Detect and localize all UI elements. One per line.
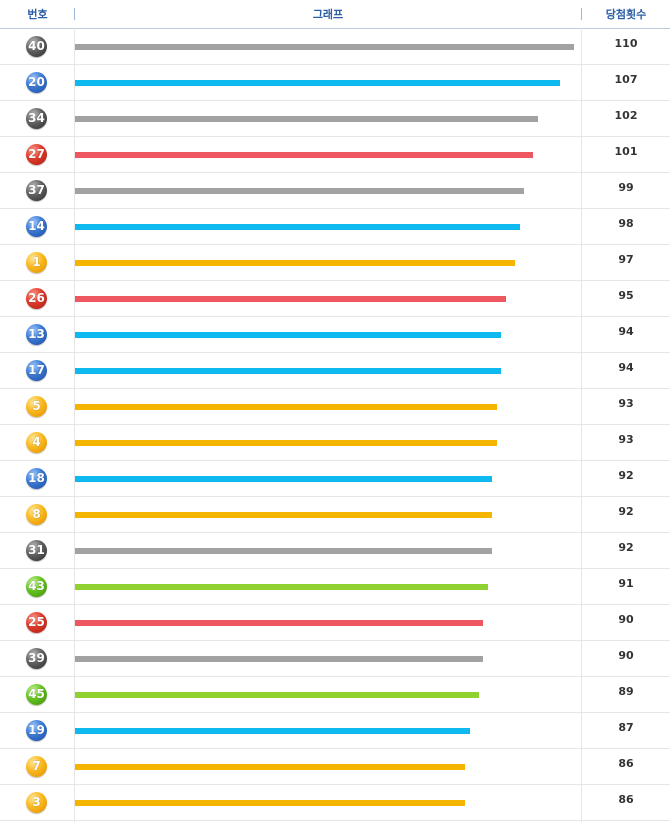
count-bar bbox=[75, 368, 501, 374]
count-bar bbox=[75, 332, 501, 338]
count-value: 89 bbox=[618, 685, 634, 698]
count-value: 92 bbox=[618, 541, 634, 554]
number-ball: 31 bbox=[26, 540, 47, 561]
header-count: 당첨횟수 bbox=[605, 8, 647, 21]
table-row: 18 92 bbox=[0, 461, 670, 497]
number-ball: 25 bbox=[26, 612, 47, 633]
count-value: 102 bbox=[614, 109, 638, 122]
table-row: 43 91 bbox=[0, 569, 670, 605]
table-row: 13 94 bbox=[0, 317, 670, 353]
number-ball: 40 bbox=[26, 36, 47, 57]
number-ball: 27 bbox=[26, 144, 47, 165]
table-row: 31 92 bbox=[0, 533, 670, 569]
count-bar bbox=[75, 620, 483, 626]
header-divider bbox=[74, 8, 75, 20]
table-row: 14 98 bbox=[0, 209, 670, 245]
table-row: 40 110 bbox=[0, 29, 670, 65]
number-ball: 18 bbox=[26, 468, 47, 489]
count-bar bbox=[75, 656, 483, 662]
count-bar bbox=[75, 800, 465, 806]
table-row: 17 94 bbox=[0, 353, 670, 389]
number-ball: 5 bbox=[26, 396, 47, 417]
table-row: 27 101 bbox=[0, 137, 670, 173]
number-ball: 3 bbox=[26, 792, 47, 813]
count-value: 107 bbox=[614, 73, 638, 86]
count-bar bbox=[75, 584, 488, 590]
count-value: 97 bbox=[618, 253, 634, 266]
header-divider bbox=[581, 8, 582, 20]
count-value: 94 bbox=[618, 361, 634, 374]
table-row: 20 107 bbox=[0, 65, 670, 101]
table-row: 1 97 bbox=[0, 245, 670, 281]
count-value: 87 bbox=[618, 721, 634, 734]
number-ball: 45 bbox=[26, 684, 47, 705]
number-ball: 20 bbox=[26, 72, 47, 93]
table-row: 4 93 bbox=[0, 425, 670, 461]
count-value: 86 bbox=[618, 757, 634, 770]
count-bar bbox=[75, 512, 492, 518]
count-bar bbox=[75, 152, 533, 158]
table-row: 37 99 bbox=[0, 173, 670, 209]
table-row: 45 89 bbox=[0, 677, 670, 713]
table-row: 39 90 bbox=[0, 641, 670, 677]
count-bar bbox=[75, 224, 520, 230]
count-value: 99 bbox=[618, 181, 634, 194]
table-header: 번호 그래프 당첨횟수 bbox=[0, 0, 670, 29]
column-divider bbox=[581, 28, 582, 822]
count-bar bbox=[75, 764, 465, 770]
table-row: 7 86 bbox=[0, 749, 670, 785]
table-row: 5 93 bbox=[0, 389, 670, 425]
count-bar bbox=[75, 548, 492, 554]
count-value: 90 bbox=[618, 613, 634, 626]
count-value: 92 bbox=[618, 469, 634, 482]
number-ball: 14 bbox=[26, 216, 47, 237]
table-row: 3 86 bbox=[0, 785, 670, 821]
number-ball: 37 bbox=[26, 180, 47, 201]
column-divider bbox=[74, 28, 75, 822]
count-bar bbox=[75, 404, 497, 410]
number-ball: 17 bbox=[26, 360, 47, 381]
number-ball: 8 bbox=[26, 504, 47, 525]
count-value: 94 bbox=[618, 325, 634, 338]
count-value: 91 bbox=[618, 577, 634, 590]
count-bar bbox=[75, 80, 560, 86]
count-value: 90 bbox=[618, 649, 634, 662]
count-bar bbox=[75, 728, 470, 734]
count-value: 86 bbox=[618, 793, 634, 806]
number-ball: 34 bbox=[26, 108, 47, 129]
number-ball: 7 bbox=[26, 756, 47, 777]
count-bar bbox=[75, 440, 497, 446]
number-ball: 1 bbox=[26, 252, 47, 273]
count-value: 95 bbox=[618, 289, 634, 302]
count-bar bbox=[75, 296, 506, 302]
count-value: 92 bbox=[618, 505, 634, 518]
number-ball: 39 bbox=[26, 648, 47, 669]
count-bar bbox=[75, 476, 492, 482]
count-bar bbox=[75, 116, 538, 122]
number-ball: 26 bbox=[26, 288, 47, 309]
table-row: 34 102 bbox=[0, 101, 670, 137]
table-row: 8 92 bbox=[0, 497, 670, 533]
count-value: 101 bbox=[614, 145, 638, 158]
count-value: 98 bbox=[618, 217, 634, 230]
count-bar bbox=[75, 260, 515, 266]
count-value: 110 bbox=[614, 37, 638, 50]
header-graph: 그래프 bbox=[312, 8, 344, 21]
count-bar bbox=[75, 188, 524, 194]
count-bar bbox=[75, 44, 574, 50]
count-value: 93 bbox=[618, 397, 634, 410]
table-row: 25 90 bbox=[0, 605, 670, 641]
number-ball: 4 bbox=[26, 432, 47, 453]
number-ball: 13 bbox=[26, 324, 47, 345]
table-row: 26 95 bbox=[0, 281, 670, 317]
header-number: 번호 bbox=[27, 8, 48, 21]
number-ball: 43 bbox=[26, 576, 47, 597]
count-bar bbox=[75, 692, 479, 698]
table-row: 19 87 bbox=[0, 713, 670, 749]
count-value: 93 bbox=[618, 433, 634, 446]
number-ball: 19 bbox=[26, 720, 47, 741]
